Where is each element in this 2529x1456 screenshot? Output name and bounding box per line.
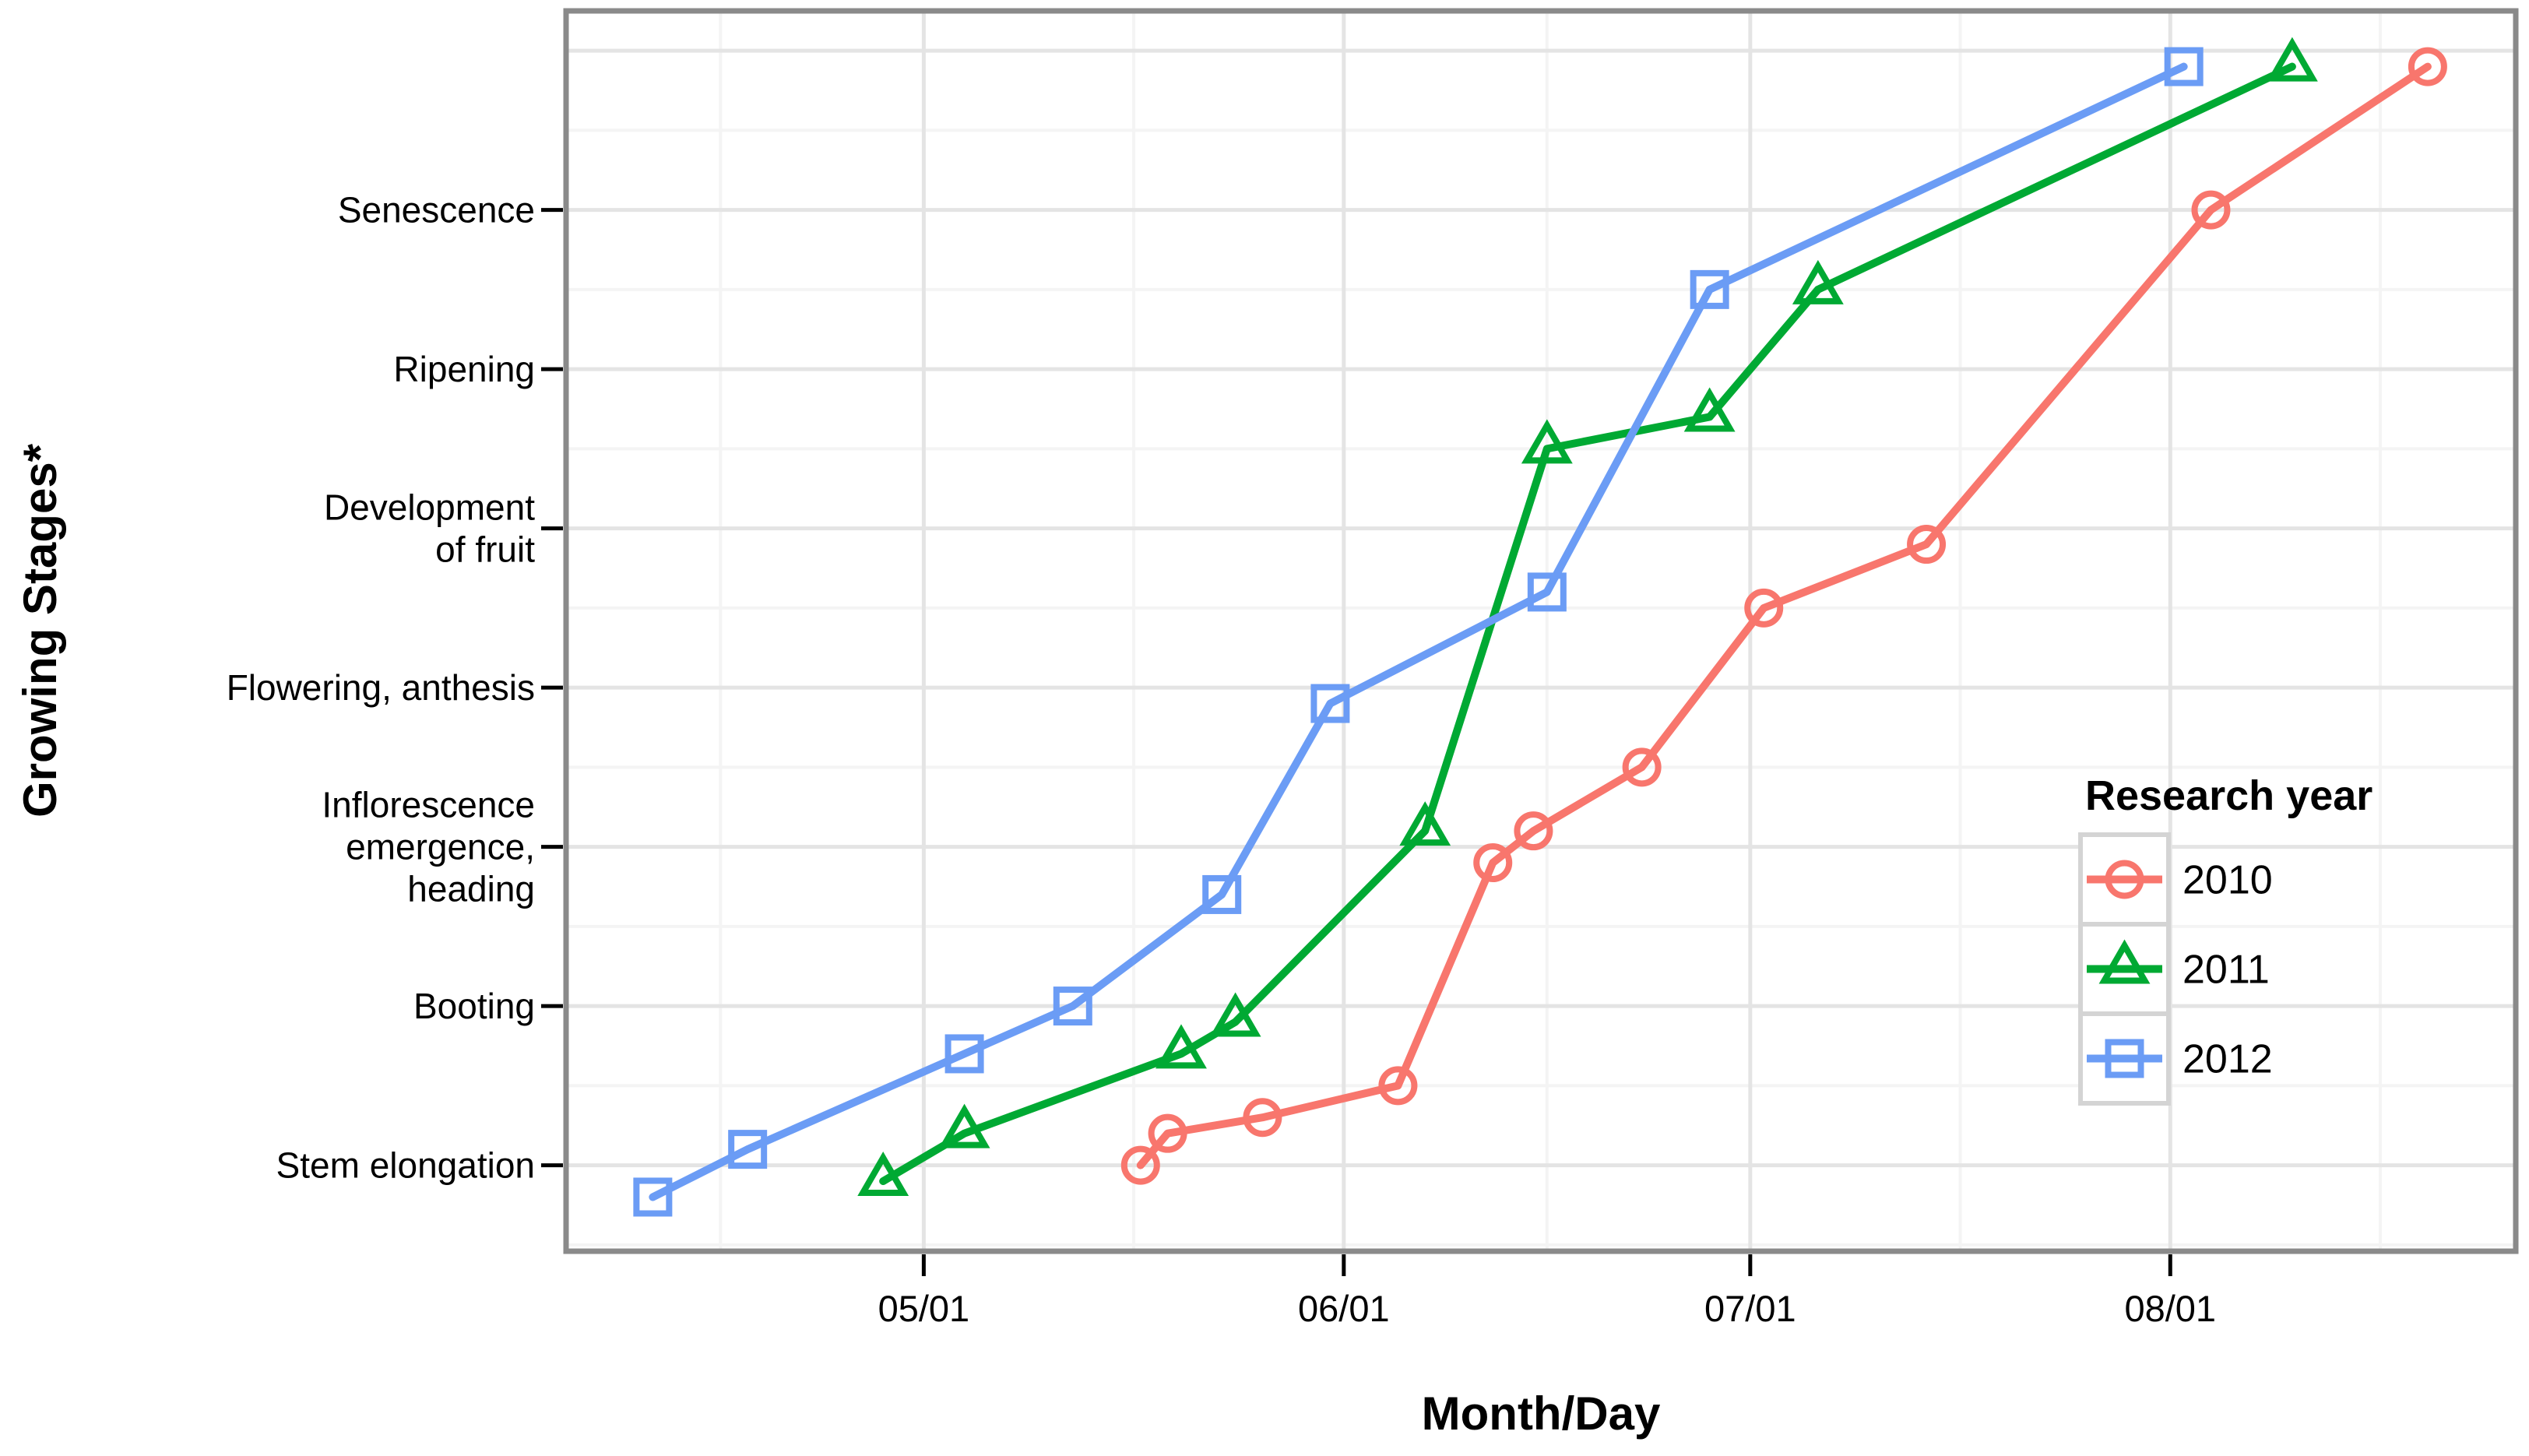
series-line-2011 — [879, 62, 2296, 1186]
data-point-2011 — [1209, 992, 1261, 1037]
data-point-2011 — [1521, 419, 1573, 464]
data-point-2012 — [1527, 572, 1567, 612]
axis-ticks — [541, 208, 2172, 1276]
data-point-2010 — [1120, 1145, 1160, 1185]
data-series — [633, 37, 2447, 1217]
data-point-2012 — [1310, 684, 1350, 723]
y-tick-label: Inflorescence emergence, heading — [322, 785, 535, 909]
data-point-2011 — [1155, 1024, 1207, 1069]
legend-key-marker-2010 — [2105, 860, 2144, 899]
y-tick-label: Flowering, anthesis — [227, 667, 535, 708]
data-point-2011 — [1792, 259, 1844, 304]
x-tick-label: 05/01 — [878, 1288, 970, 1329]
y-tick-label: Booting — [413, 986, 535, 1026]
legend-title: Research year — [2085, 772, 2372, 819]
data-point-2010 — [1473, 843, 1513, 883]
data-point-2012 — [1690, 269, 1729, 309]
data-point-2012 — [1053, 986, 1092, 1026]
y-tick-label: Ripening — [393, 349, 535, 389]
data-point-2010 — [1148, 1113, 1187, 1153]
y-tick-label: Development of fruit — [324, 487, 535, 570]
legend-key-marker-2011 — [2098, 939, 2151, 984]
data-point-2012 — [1202, 874, 1242, 914]
series-line-2010 — [1136, 62, 2432, 1169]
data-point-2010 — [1907, 525, 1947, 564]
major-gridlines — [566, 11, 2516, 1251]
data-point-2010 — [1514, 811, 1553, 851]
panel-border — [563, 8, 2519, 1254]
data-point-2010 — [1243, 1098, 1282, 1138]
x-tick-label: 06/01 — [1298, 1288, 1390, 1329]
x-axis-title: Month/Day — [1422, 1387, 1661, 1440]
data-point-2010 — [1622, 747, 1662, 787]
legend-year-label: 2011 — [2183, 948, 2270, 993]
data-point-2011 — [857, 1152, 909, 1197]
data-point-2010 — [2408, 47, 2447, 86]
data-point-2012 — [633, 1177, 673, 1217]
data-point-2010 — [1378, 1066, 1418, 1106]
series-line-2012 — [649, 62, 2188, 1201]
legend-year-label: 2012 — [2183, 1037, 2273, 1082]
data-point-2011 — [1683, 387, 1736, 432]
panel-border-rect — [563, 8, 2519, 1254]
legend-year-label: 2010 — [2183, 858, 2273, 903]
data-point-2011 — [2266, 37, 2318, 82]
data-point-2010 — [2191, 190, 2231, 230]
x-tick-label: 07/01 — [1704, 1288, 1796, 1329]
y-tick-label: Senescence — [338, 190, 535, 230]
legend-key-marker-2012 — [2105, 1039, 2144, 1078]
y-tick-label: Stem elongation — [276, 1145, 535, 1186]
data-point-2012 — [944, 1034, 984, 1074]
data-point-2011 — [1399, 801, 1451, 846]
legend: 2010 2011 2012 — [2078, 832, 2273, 1106]
x-tick-label: 08/01 — [2124, 1288, 2216, 1329]
y-axis-title: Growing Stages* — [14, 443, 66, 818]
data-point-2011 — [938, 1103, 990, 1148]
data-point-2012 — [2164, 47, 2204, 86]
data-point-2012 — [728, 1130, 768, 1169]
data-point-2010 — [1744, 588, 1784, 628]
minor-gridlines — [566, 11, 2516, 1251]
axis-tick-labels: 05/01 06/01 07/01 08/01 Stem elongation Booti… — [227, 190, 2216, 1329]
